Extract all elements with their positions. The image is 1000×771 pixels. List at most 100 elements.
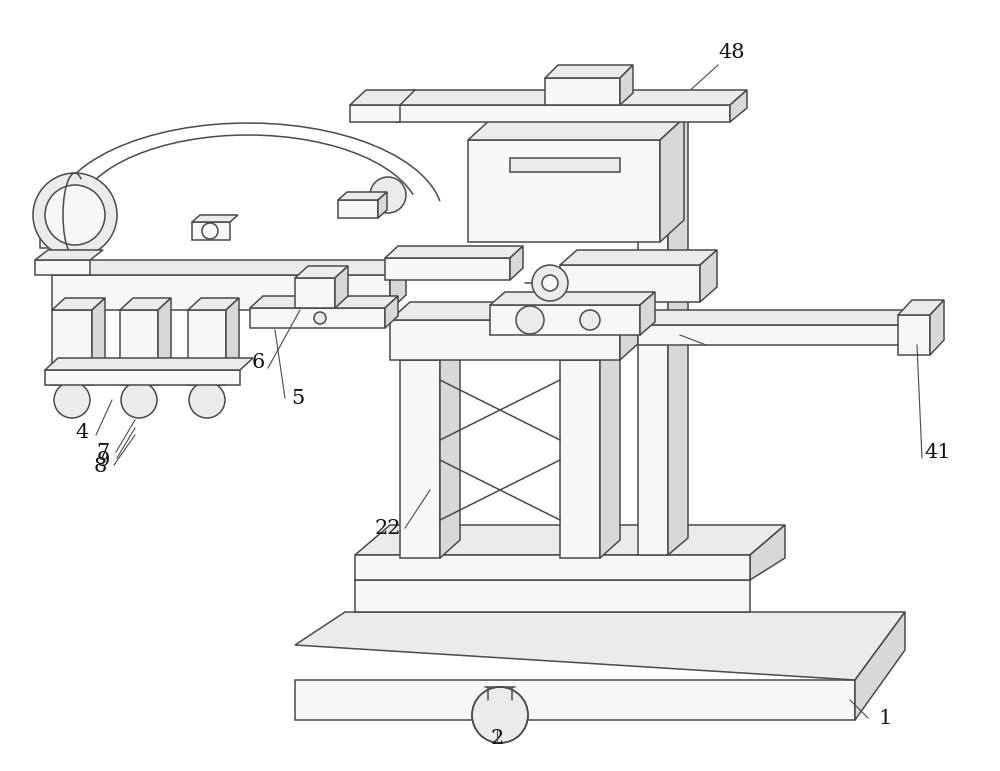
- Polygon shape: [295, 266, 348, 278]
- Polygon shape: [295, 680, 855, 720]
- Text: 1: 1: [878, 709, 892, 728]
- Text: 9: 9: [96, 450, 110, 470]
- Polygon shape: [468, 140, 660, 242]
- Polygon shape: [92, 298, 105, 385]
- Polygon shape: [750, 525, 785, 580]
- Circle shape: [314, 312, 326, 324]
- Polygon shape: [390, 320, 620, 360]
- Polygon shape: [52, 275, 390, 310]
- Polygon shape: [900, 310, 917, 345]
- Text: 48: 48: [719, 42, 745, 62]
- Polygon shape: [490, 305, 640, 335]
- Circle shape: [532, 265, 568, 301]
- Polygon shape: [668, 105, 688, 555]
- Polygon shape: [158, 298, 171, 385]
- Polygon shape: [898, 315, 930, 355]
- Polygon shape: [730, 90, 747, 122]
- Polygon shape: [640, 292, 655, 335]
- Polygon shape: [385, 258, 510, 280]
- Polygon shape: [226, 298, 239, 385]
- Polygon shape: [52, 260, 406, 275]
- Polygon shape: [560, 265, 700, 302]
- Circle shape: [516, 306, 544, 334]
- Polygon shape: [385, 296, 398, 328]
- Circle shape: [472, 687, 528, 743]
- Polygon shape: [638, 105, 688, 120]
- Polygon shape: [45, 358, 253, 370]
- Circle shape: [370, 177, 406, 213]
- Text: 8: 8: [93, 457, 107, 476]
- Polygon shape: [35, 250, 103, 260]
- Polygon shape: [545, 78, 620, 105]
- Circle shape: [45, 185, 105, 245]
- Polygon shape: [390, 260, 406, 310]
- Polygon shape: [192, 215, 238, 222]
- Polygon shape: [400, 342, 460, 360]
- Text: 5: 5: [291, 389, 305, 408]
- Polygon shape: [52, 310, 92, 385]
- Polygon shape: [660, 118, 684, 242]
- Polygon shape: [395, 90, 747, 105]
- Polygon shape: [620, 302, 640, 360]
- Polygon shape: [35, 260, 90, 275]
- Polygon shape: [638, 310, 917, 325]
- Polygon shape: [545, 65, 633, 78]
- Polygon shape: [600, 342, 620, 558]
- Circle shape: [580, 310, 600, 330]
- Polygon shape: [350, 105, 400, 122]
- Polygon shape: [250, 308, 385, 328]
- Text: 41: 41: [925, 443, 951, 462]
- Polygon shape: [338, 200, 378, 218]
- Polygon shape: [510, 246, 523, 280]
- Text: 22: 22: [375, 519, 401, 537]
- Polygon shape: [188, 310, 226, 385]
- Circle shape: [542, 275, 558, 291]
- Polygon shape: [335, 266, 348, 308]
- Polygon shape: [52, 298, 105, 310]
- Polygon shape: [385, 246, 523, 258]
- Polygon shape: [295, 612, 905, 680]
- Polygon shape: [510, 158, 620, 172]
- Polygon shape: [355, 580, 750, 612]
- Polygon shape: [898, 300, 944, 315]
- Polygon shape: [390, 302, 640, 320]
- Text: 6: 6: [251, 353, 265, 372]
- Polygon shape: [338, 192, 387, 200]
- Polygon shape: [638, 120, 668, 555]
- Polygon shape: [350, 90, 415, 105]
- Polygon shape: [188, 298, 239, 310]
- Circle shape: [189, 382, 225, 418]
- Text: 23: 23: [707, 328, 733, 348]
- Polygon shape: [560, 250, 717, 265]
- Text: 4: 4: [75, 423, 89, 442]
- Polygon shape: [400, 360, 440, 558]
- Polygon shape: [620, 65, 633, 105]
- Polygon shape: [250, 296, 398, 308]
- Polygon shape: [638, 325, 900, 345]
- Polygon shape: [855, 612, 905, 720]
- Text: 2: 2: [490, 729, 504, 748]
- Polygon shape: [55, 188, 62, 248]
- Polygon shape: [930, 300, 944, 355]
- Polygon shape: [395, 105, 730, 122]
- Polygon shape: [440, 342, 460, 558]
- Polygon shape: [192, 222, 230, 240]
- Circle shape: [202, 223, 218, 239]
- Polygon shape: [295, 278, 335, 308]
- Polygon shape: [40, 195, 55, 248]
- Polygon shape: [468, 118, 684, 140]
- Polygon shape: [560, 360, 600, 558]
- Polygon shape: [355, 555, 750, 580]
- Circle shape: [33, 173, 117, 257]
- Polygon shape: [120, 298, 171, 310]
- Circle shape: [54, 382, 90, 418]
- Circle shape: [121, 382, 157, 418]
- Polygon shape: [355, 525, 785, 555]
- Polygon shape: [560, 342, 620, 360]
- Polygon shape: [45, 370, 240, 385]
- Polygon shape: [378, 192, 387, 218]
- Polygon shape: [490, 292, 655, 305]
- Polygon shape: [120, 310, 158, 385]
- Text: 7: 7: [96, 443, 110, 463]
- Polygon shape: [700, 250, 717, 302]
